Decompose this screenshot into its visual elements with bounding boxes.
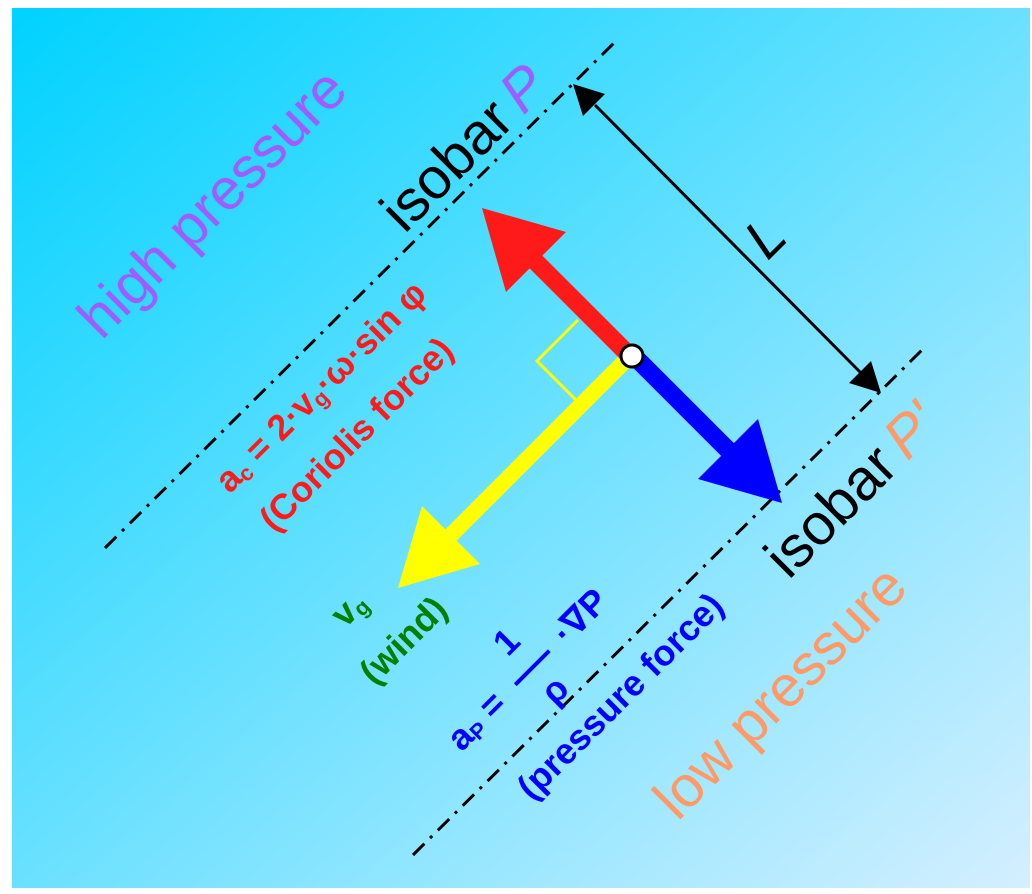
distance-arrow-head-top bbox=[573, 84, 605, 116]
distance-arrow-head-bottom bbox=[849, 361, 881, 393]
wind-arrow-head bbox=[398, 506, 480, 588]
origin-point bbox=[619, 343, 645, 369]
coriolis-arrow-head bbox=[482, 208, 566, 292]
wind-arrow-shaft bbox=[434, 353, 633, 552]
pressure-fraction-bar bbox=[513, 649, 551, 687]
isobar-line-bottom bbox=[411, 345, 927, 857]
pressure-arrow bbox=[627, 349, 782, 503]
coriolis-arrow bbox=[482, 208, 637, 363]
background bbox=[12, 8, 1030, 888]
wind-arrow bbox=[398, 353, 633, 588]
distance-arrow-line bbox=[593, 103, 862, 374]
isobar-line-top bbox=[103, 38, 619, 550]
coriolis-arrow-shaft bbox=[526, 252, 637, 363]
distance-arrow bbox=[573, 84, 881, 393]
pressure-arrow-head bbox=[698, 419, 782, 503]
right-angle-marker bbox=[534, 318, 580, 402]
pressure-arrow-shaft bbox=[627, 349, 737, 459]
